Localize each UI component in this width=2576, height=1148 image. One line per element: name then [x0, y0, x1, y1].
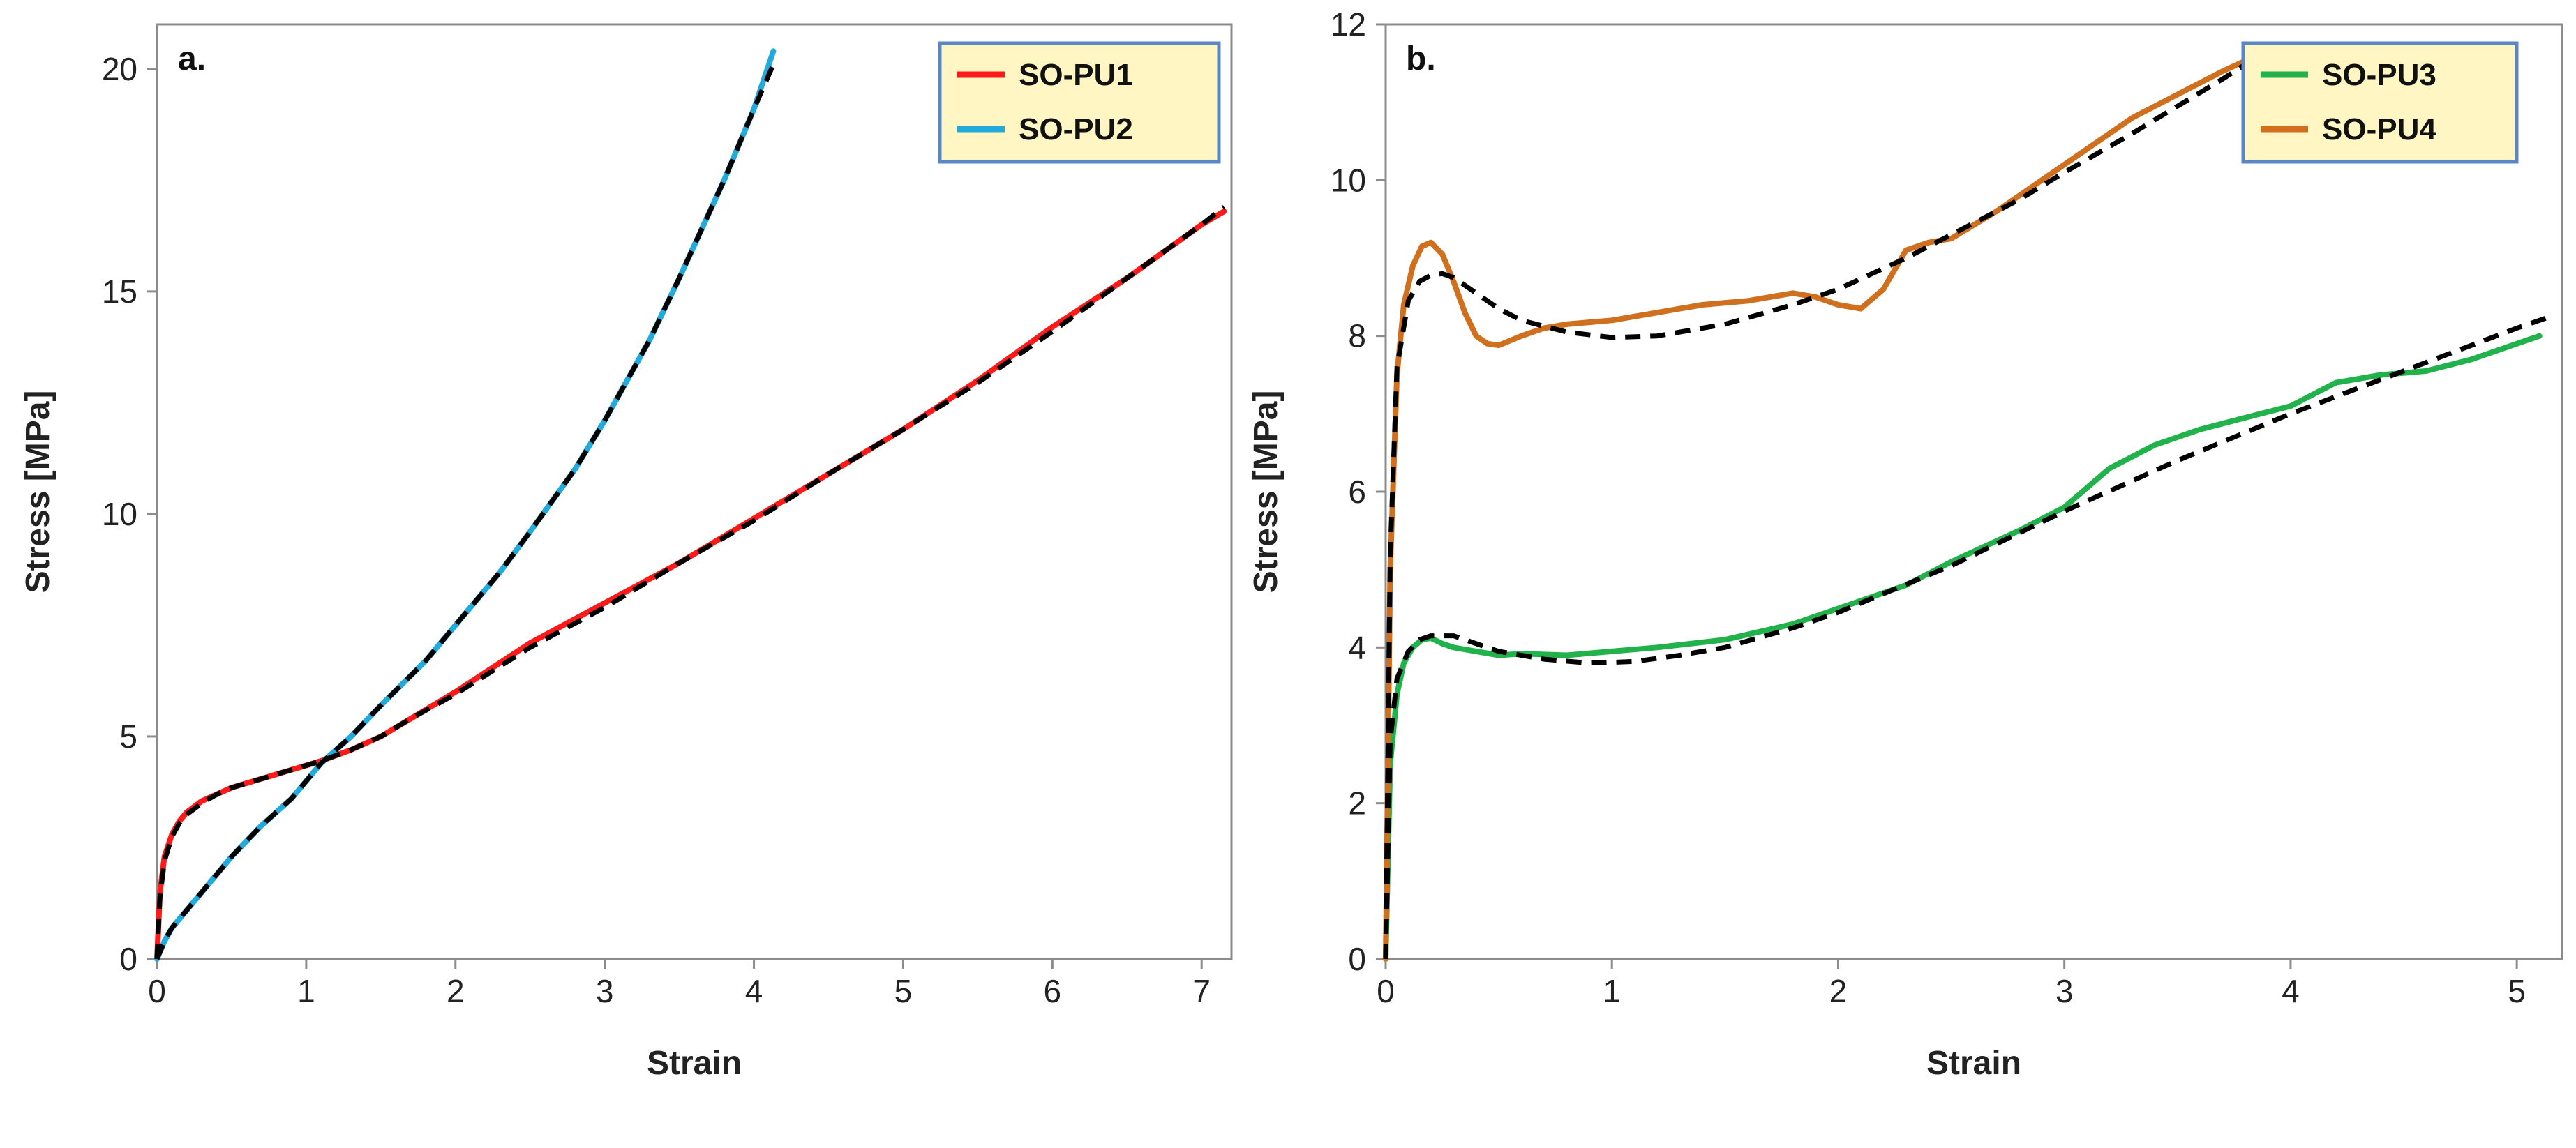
legend-label-so-pu3: SO-PU3 — [2322, 58, 2436, 92]
x-tick-label-a: 6 — [1044, 973, 1062, 1009]
y-tick-label-a: 15 — [102, 273, 137, 310]
y-tick-label-b: 12 — [1331, 6, 1366, 43]
x-tick-label-b: 2 — [1829, 973, 1848, 1009]
x-tick-label-a: 3 — [596, 973, 614, 1009]
y-tick-label-a: 5 — [119, 718, 137, 755]
y-tick-label-b: 0 — [1348, 941, 1366, 977]
x-tick-label-a: 0 — [148, 973, 166, 1009]
legend-box-b — [2241, 41, 2519, 164]
y-tick-label-b: 10 — [1331, 162, 1366, 198]
series-b — [1383, 52, 2552, 962]
legend-b: SO-PU3 SO-PU4 — [2241, 41, 2519, 164]
x-tick-label-a: 2 — [447, 973, 465, 1009]
y-tick-label-a: 20 — [102, 51, 137, 87]
panel-label-b: b. — [1406, 40, 1436, 77]
y-tick-label-b: 2 — [1348, 785, 1366, 822]
y-axis-title-b: Stress [MPa] — [1248, 391, 1285, 594]
x-tick-label-a: 1 — [297, 973, 315, 1009]
legend-box-a — [938, 41, 1221, 164]
series-line-fit-3 — [1383, 314, 2552, 960]
panel-label-a: a. — [178, 40, 206, 77]
x-tick-label-b: 4 — [2282, 973, 2300, 1009]
legend-a: SO-PU1 SO-PU2 — [938, 41, 1221, 164]
plot-area-frame-a — [156, 23, 1233, 960]
x-tick-label-b: 1 — [1603, 973, 1621, 1009]
y-tick-label-b: 6 — [1348, 474, 1366, 510]
plot-area-frame-b — [1384, 23, 2563, 960]
legend-label-so-pu1: SO-PU1 — [1019, 58, 1133, 92]
series-a — [154, 48, 1227, 962]
y-tick-label-a: 10 — [102, 496, 137, 532]
y-tick-label-b: 4 — [1348, 629, 1366, 665]
y-tick-label-b: 8 — [1348, 318, 1366, 354]
x-axis-title-b: Strain — [1926, 1045, 2021, 1082]
x-axis-title-a: Strain — [647, 1045, 742, 1082]
x-tick-label-b: 0 — [1377, 973, 1395, 1009]
x-tick-label-b: 5 — [2508, 973, 2526, 1009]
series-line-fit-2 — [154, 63, 776, 960]
y-axis-title-a: Stress [MPa] — [20, 391, 57, 594]
x-tick-label-a: 5 — [894, 973, 913, 1009]
y-tick-label-a: 0 — [119, 941, 137, 977]
x-tick-label-a: 7 — [1192, 973, 1211, 1009]
x-tick-label-a: 4 — [745, 973, 763, 1009]
series-line-fit-4 — [1383, 52, 2263, 960]
x-tick-label-b: 3 — [2055, 973, 2074, 1009]
legend-label-so-pu2: SO-PU2 — [1019, 112, 1133, 146]
ticks-a: 0 1 2 3 4 5 6 7 0 5 10 15 20 — [102, 51, 1211, 1009]
series-line-fit-1 — [154, 204, 1226, 960]
legend-label-so-pu4: SO-PU4 — [2322, 112, 2436, 146]
